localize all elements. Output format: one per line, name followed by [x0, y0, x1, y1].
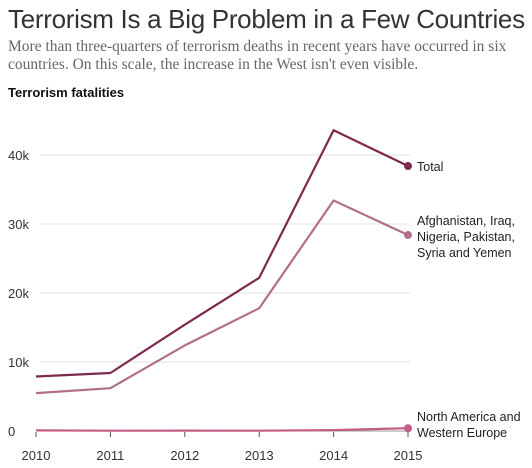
- series-label: Total: [417, 160, 443, 174]
- y-tick-label: 20k: [8, 286, 29, 301]
- y-tick-label: 0: [8, 424, 15, 439]
- x-tick-label: 2015: [394, 448, 423, 463]
- series-endpoint: [404, 231, 412, 240]
- series-endpoint: [404, 162, 412, 171]
- y-tick-label: 30k: [8, 217, 29, 232]
- series-label: North America and Western Europe: [417, 410, 521, 440]
- series-endpoint: [404, 424, 412, 433]
- chart-title: Terrorism Is a Big Problem in a Few Coun…: [8, 4, 525, 34]
- chart-subtitle: More than three-quarters of terrorism de…: [8, 38, 507, 73]
- series-line: [35, 427, 409, 432]
- x-tick-label: 2010: [22, 448, 51, 463]
- x-tick-label: 2013: [245, 448, 274, 463]
- y-tick-label: 40k: [8, 148, 29, 163]
- series-line: [35, 199, 409, 395]
- series-label: Afghanistan, Iraq, Nigeria, Pakistan, Syri…: [417, 214, 515, 260]
- y-tick-label: 10k: [8, 355, 29, 370]
- x-tick-label: 2012: [170, 448, 199, 463]
- x-tick-label: 2014: [319, 448, 348, 463]
- y-axis-title: Terrorism fatalities: [8, 85, 125, 100]
- x-tick-label: 2011: [96, 448, 124, 463]
- series-line: [35, 129, 409, 378]
